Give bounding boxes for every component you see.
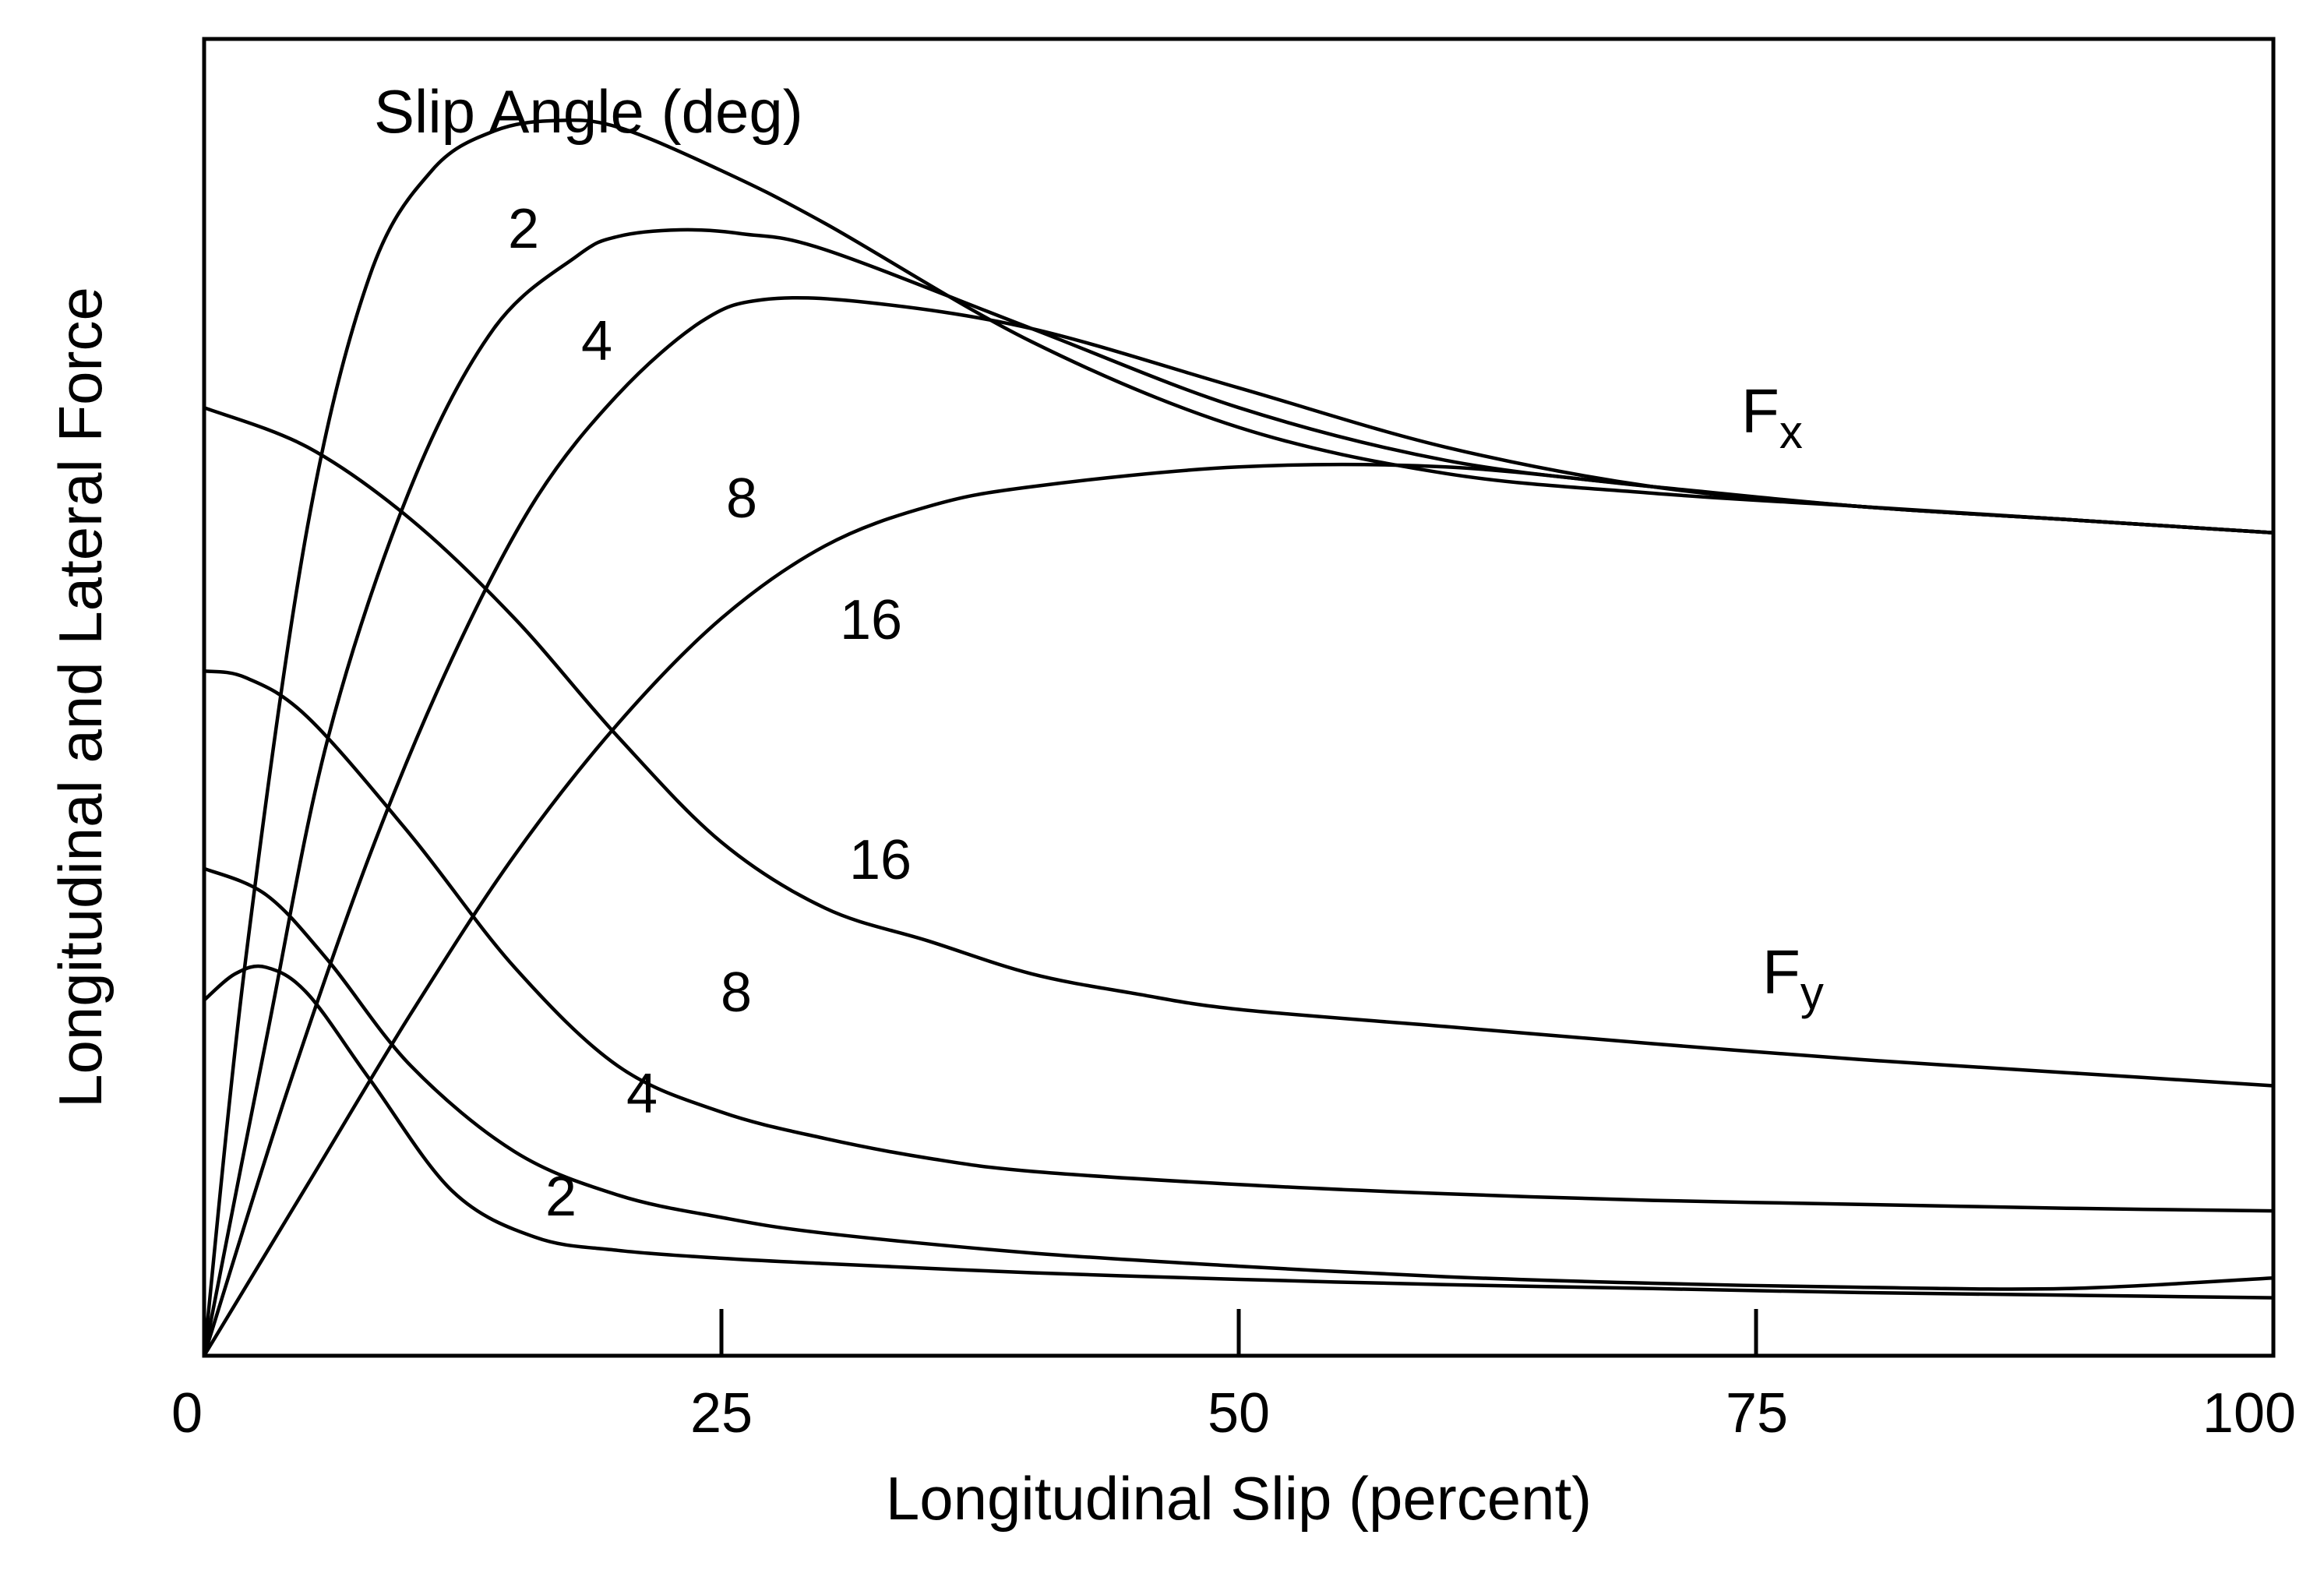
series-line-fy-16 xyxy=(202,405,2276,1088)
series-line-fx-4 xyxy=(202,228,2276,1358)
x-ticks-group xyxy=(719,1309,1758,1356)
series-line-fy-4 xyxy=(202,866,2276,1291)
series-labels: 2 4 8 16 16 8 4 2 xyxy=(508,198,912,1228)
fy-group-label: Fy xyxy=(1762,937,1824,1019)
x-tick-label: 50 xyxy=(1208,1382,1270,1445)
series-label-fx-16: 16 xyxy=(840,589,902,651)
series-label-fx-8: 8 xyxy=(726,467,757,530)
series-label-fy-4: 4 xyxy=(626,1063,658,1125)
x-tick-label: 100 xyxy=(2202,1382,2296,1445)
fx-group-label: Fx xyxy=(1741,376,1803,458)
series-label-fy-2: 2 xyxy=(545,1166,577,1228)
curves-group xyxy=(202,118,2276,1358)
series-label-fx-2: 2 xyxy=(508,198,539,260)
series-line-fx-2 xyxy=(202,118,2276,1358)
x-tick-label: 0 xyxy=(171,1382,203,1445)
x-tick-label: 25 xyxy=(690,1382,753,1445)
series-line-fx-8 xyxy=(202,295,2276,1358)
x-tick-labels: 0 25 50 75 100 xyxy=(171,1382,2296,1445)
y-axis-label: Longitudinal and Lateral Force xyxy=(46,287,115,1108)
x-axis-label: Longitudinal Slip (percent) xyxy=(886,1464,1592,1533)
series-label-fx-4: 4 xyxy=(581,310,612,372)
series-label-fy-8: 8 xyxy=(721,961,752,1024)
series-line-fy-8 xyxy=(202,669,2276,1213)
series-line-fy-2 xyxy=(202,964,2276,1300)
series-label-fy-16: 16 xyxy=(849,829,912,891)
x-tick-label: 75 xyxy=(1726,1382,1788,1445)
legend-title: Slip Angle (deg) xyxy=(374,77,803,146)
series-line-fx-16 xyxy=(202,462,2276,1358)
